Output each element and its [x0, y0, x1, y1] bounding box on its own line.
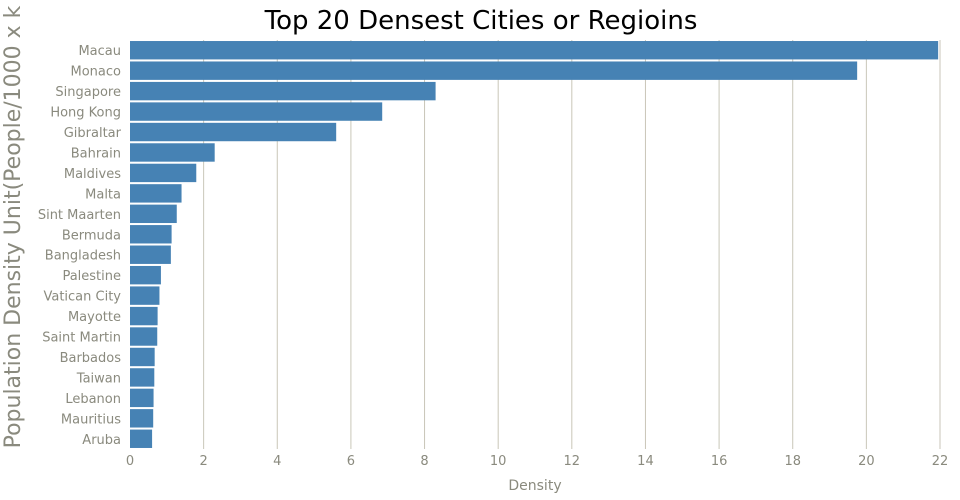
bar[interactable] — [130, 163, 197, 183]
bar[interactable] — [130, 265, 161, 285]
y-tick-label: Lebanon — [65, 392, 121, 407]
bar[interactable] — [130, 102, 383, 121]
x-tick-label: 18 — [784, 454, 801, 469]
bar[interactable] — [130, 61, 858, 80]
x-tick-label: 14 — [637, 454, 654, 469]
bar[interactable] — [130, 184, 182, 203]
x-tick-label: 0 — [126, 454, 134, 469]
x-tick-label: 4 — [273, 454, 281, 469]
x-tick-label: 6 — [347, 454, 355, 469]
y-tick-label: Aruba — [82, 433, 121, 448]
x-tick-label: 12 — [564, 454, 581, 469]
y-tick-label: Saint Martin — [42, 331, 121, 346]
bar[interactable] — [130, 143, 215, 162]
y-axis-title: Population Density Unit(People/1000 x k — [1, 5, 26, 448]
bar[interactable] — [130, 368, 155, 387]
y-tick-labels: Macau Monaco Singapore Hong Kong Gibraltar Ba… — [38, 44, 122, 448]
x-tick-labels: 0 2 4 6 8 10 12 14 16 18 20 22 — [126, 454, 948, 469]
y-tick-label: Mayotte — [68, 310, 121, 325]
y-tick-label: Sint Maarten — [38, 208, 121, 223]
gridlines — [203, 40, 941, 449]
y-tick-label: Mauritius — [61, 412, 121, 427]
bar[interactable] — [130, 204, 177, 224]
x-tick-label: 16 — [711, 454, 728, 469]
y-tick-label: Bangladesh — [45, 249, 121, 264]
y-tick-label: Monaco — [71, 65, 122, 80]
x-axis-title: Density — [508, 478, 561, 494]
x-tick-label: 2 — [199, 454, 207, 469]
y-tick-label: Gibraltar — [64, 126, 122, 141]
y-tick-label: Taiwan — [76, 371, 121, 386]
bar[interactable] — [130, 41, 939, 60]
y-tick-label: Vatican City — [43, 290, 121, 305]
x-tick-label: 22 — [932, 454, 949, 469]
bars — [130, 41, 939, 448]
bar[interactable] — [130, 225, 172, 244]
y-tick-label: Barbados — [60, 351, 122, 366]
y-tick-label: Bahrain — [71, 146, 121, 161]
x-tick-label: 10 — [490, 454, 507, 469]
x-tick-label: 20 — [858, 454, 875, 469]
bar[interactable] — [130, 327, 158, 346]
bar[interactable] — [130, 429, 153, 448]
bar[interactable] — [130, 388, 154, 408]
y-tick-label: Malta — [85, 187, 121, 202]
y-tick-label: Hong Kong — [50, 106, 121, 121]
y-tick-label: Singapore — [55, 85, 121, 100]
x-tick-label: 8 — [420, 454, 428, 469]
bar[interactable] — [130, 347, 155, 367]
bar[interactable] — [130, 306, 158, 326]
bar[interactable] — [130, 81, 436, 101]
bar[interactable] — [130, 245, 171, 264]
bar[interactable] — [130, 409, 154, 428]
y-tick-label: Palestine — [62, 269, 121, 284]
y-tick-label: Macau — [78, 44, 121, 59]
y-tick-label: Bermuda — [62, 228, 121, 243]
chart-title: Top 20 Densest Cities or Regioins — [264, 6, 698, 36]
bar[interactable] — [130, 286, 160, 305]
y-tick-label: Maldives — [64, 167, 121, 182]
bar[interactable] — [130, 122, 337, 142]
